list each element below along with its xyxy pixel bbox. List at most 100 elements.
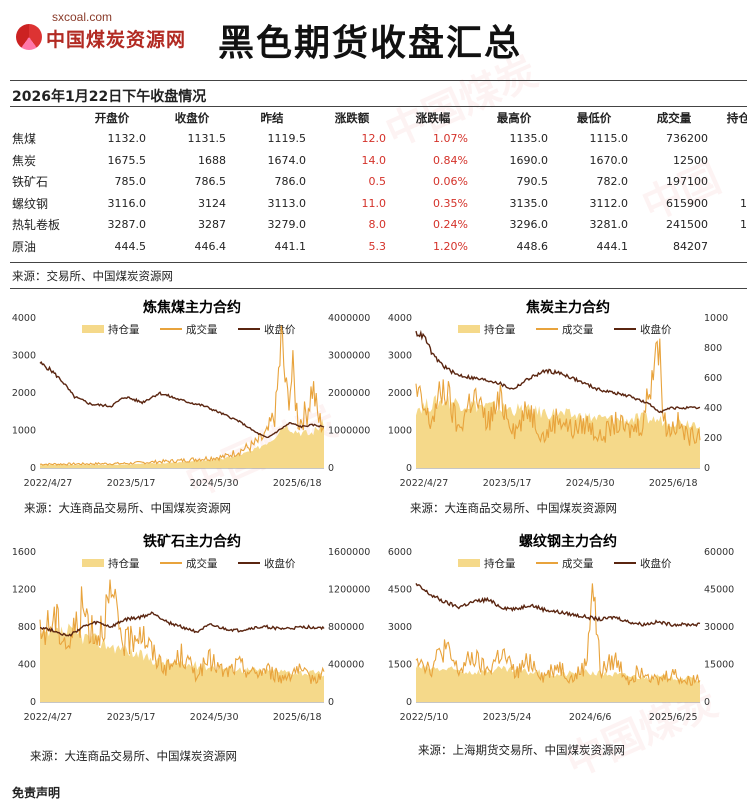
table-source: 来源：交易所、中国煤炭资源网 xyxy=(12,269,173,283)
chart-source: 来源：大连商品交易所、中国煤炭资源网 xyxy=(410,501,617,515)
table-cell: 3279.0 xyxy=(267,218,307,232)
table-cell: 197100 xyxy=(666,175,708,189)
y-left-tick: 4000 xyxy=(12,313,36,324)
column-header: 收盘价 xyxy=(174,111,210,125)
y-right-tick: 0 xyxy=(704,463,710,474)
chart-coke: 焦炭主力合约 持仓量 成交量 收盘价 0 1000 2000 3000 4000 0 200 400 6… xyxy=(376,296,747,496)
y-right-tick: 200 xyxy=(704,433,722,444)
column-header: 成交量 xyxy=(656,111,692,125)
table-cell: 11.0 xyxy=(361,196,387,210)
y-left-tick: 6000 xyxy=(388,547,412,558)
y-left-tick: 1500 xyxy=(388,660,412,671)
chart-source: 来源：大连商品交易所、中国煤炭资源网 xyxy=(30,749,237,763)
table-cell: 241500 xyxy=(666,218,708,232)
row-name: 原油 xyxy=(12,239,37,254)
table-cell: 1132.0 xyxy=(107,132,147,146)
volume-line xyxy=(39,579,325,685)
x-tick: 2024/6/6 xyxy=(569,712,612,723)
brand-logo: sxcoal.com 中国煤炭资源网 xyxy=(16,10,196,60)
table-cell: 1131.5 xyxy=(187,132,227,146)
y-right-tick: 600 xyxy=(704,373,722,384)
y-right-tick: 30000 xyxy=(704,622,734,633)
x-tick: 2023/5/17 xyxy=(107,478,156,489)
legend-label: 持仓量 xyxy=(484,557,516,570)
table-cell: 43 xyxy=(714,236,747,258)
divider xyxy=(10,80,747,81)
y-left-tick: 3000 xyxy=(12,351,36,362)
table-cell: 3112.0 xyxy=(589,196,629,210)
y-left-tick: 0 xyxy=(406,697,412,708)
logo-name: 中国煤炭资源网 xyxy=(46,29,187,51)
y-left-tick: 1000 xyxy=(388,426,412,437)
y-left-tick: 1200 xyxy=(12,585,36,596)
y-right-tick: 800000 xyxy=(328,622,364,633)
x-tick: 2025/6/18 xyxy=(649,478,698,489)
table-cell: 444.1 xyxy=(596,239,629,253)
table-row: 螺纹钢 3116.0 3124 3113.0 11.0 0.35% 3135.0 3112.0… xyxy=(10,193,747,215)
volume-line xyxy=(415,583,701,686)
legend-label: 成交量 xyxy=(562,557,594,570)
table-cell: 12.0 xyxy=(361,132,387,146)
column-header: 昨结 xyxy=(260,111,284,125)
legend-label: 成交量 xyxy=(186,557,218,570)
y-right-tick: 60000 xyxy=(704,547,734,558)
table-cell: 0.24% xyxy=(433,218,468,232)
row-name: 热轧卷板 xyxy=(12,218,61,233)
chart-rebar: 螺纹钢主力合约 持仓量 成交量 收盘价 0 1500 3000 4500 6000 0 15000 3… xyxy=(376,530,747,730)
table-cell: 1.07% xyxy=(433,132,468,146)
y-left-tick: 400 xyxy=(18,660,36,671)
x-tick: 2024/5/30 xyxy=(566,478,615,489)
chart-title: 铁矿石主力合约 xyxy=(143,533,241,550)
close-price-line xyxy=(415,583,701,628)
table-cell: 786.0 xyxy=(274,175,307,189)
table-cell: 446.4 xyxy=(194,239,227,253)
open-interest-area xyxy=(416,395,700,468)
y-right-tick: 45000 xyxy=(704,585,734,596)
table-cell: 785.0 xyxy=(114,175,147,189)
legend-swatch xyxy=(458,325,480,333)
table-subtitle: 2026年1月22日下午收盘情况 xyxy=(12,89,207,105)
y-right-tick: 1000000 xyxy=(328,426,370,437)
column-header: 最高价 xyxy=(496,111,532,125)
table-cell: 0.5 xyxy=(368,175,387,189)
volume-line xyxy=(39,325,325,466)
x-tick: 2023/5/17 xyxy=(483,478,532,489)
x-tick: 2022/4/27 xyxy=(24,478,73,489)
quote-table: 开盘价 收盘价 昨结 涨跌额 涨跌幅 最高价 最低价 成交量 持仓量 焦煤 113… xyxy=(10,108,747,257)
legend-label: 持仓量 xyxy=(484,323,516,336)
table-row: 热轧卷板 3287.0 3287 3279.0 8.0 0.24% 3296.0 3281.0… xyxy=(10,214,747,236)
table-cell: 3124 xyxy=(198,196,226,210)
column-header: 开盘价 xyxy=(94,111,130,125)
x-tick: 2023/5/17 xyxy=(107,712,156,723)
table-cell: 1690.0 xyxy=(509,153,549,167)
column-header: 涨跌幅 xyxy=(415,111,451,125)
x-tick: 2022/4/27 xyxy=(24,712,73,723)
table-cell: 3281.0 xyxy=(589,218,629,232)
table-cell: 3116.0 xyxy=(107,196,147,210)
row-name: 螺纹钢 xyxy=(12,196,49,211)
table-cell: 1674.0 xyxy=(267,153,307,167)
table-cell: 0.06% xyxy=(433,175,468,189)
table-cell: 566 xyxy=(714,171,747,193)
table-row: 原油 444.5 446.4 441.1 5.3 1.20% 448.6 444.1 84207… xyxy=(10,236,747,258)
chart-title: 焦炭主力合约 xyxy=(525,299,610,316)
y-left-tick: 0 xyxy=(30,463,36,474)
x-tick: 2023/5/24 xyxy=(483,712,532,723)
close-price-line xyxy=(39,611,325,637)
table-cell: 1119.5 xyxy=(267,132,307,146)
table-cell: 84207 xyxy=(673,239,708,253)
y-left-tick: 2000 xyxy=(12,388,36,399)
page-title: 黑色期货收盘汇总 xyxy=(218,23,523,64)
table-cell: 1453 xyxy=(740,218,747,232)
y-right-tick: 2000000 xyxy=(328,388,370,399)
y-right-tick: 1600000 xyxy=(328,547,370,558)
row-name: 焦炭 xyxy=(12,153,37,168)
x-tick: 2022/4/27 xyxy=(400,478,449,489)
table-cell: 1135.0 xyxy=(509,132,549,146)
row-name: 焦煤 xyxy=(12,132,37,147)
chart-source: 来源：上海期货交易所、中国煤炭资源网 xyxy=(418,743,625,757)
legend-label: 收盘价 xyxy=(264,323,296,336)
table-cell: 786.5 xyxy=(194,175,227,189)
